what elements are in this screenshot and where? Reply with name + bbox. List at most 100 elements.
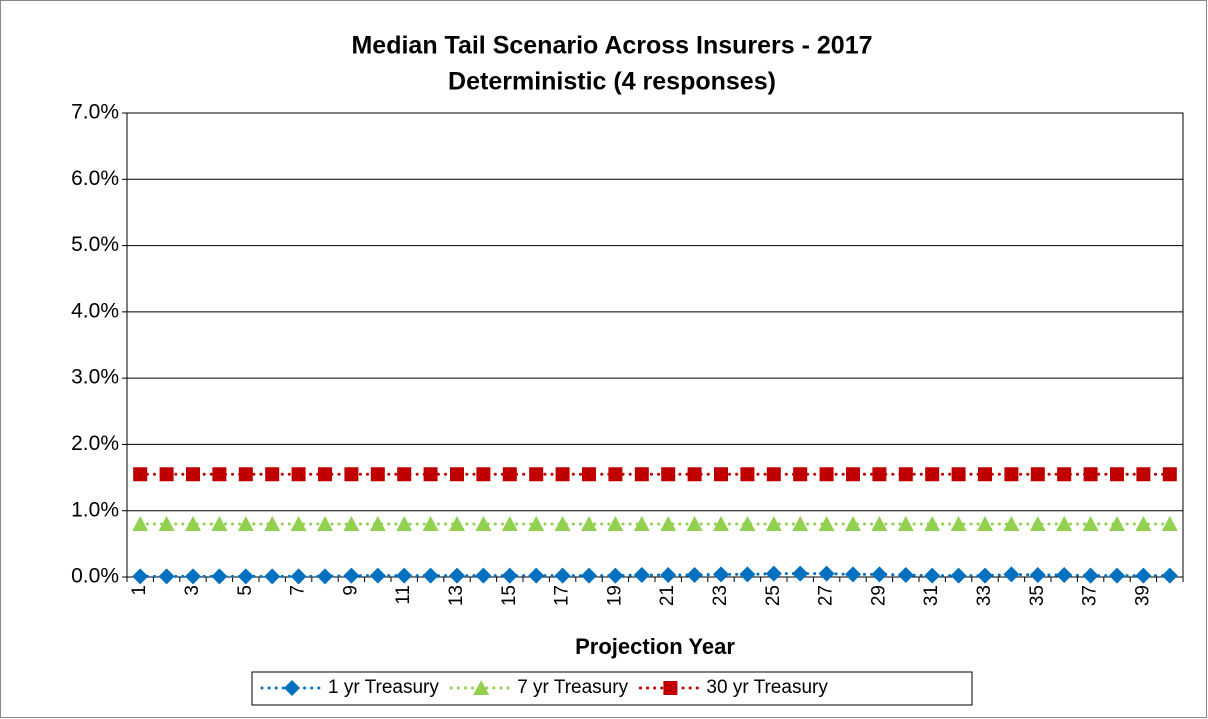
- data-point: [950, 515, 967, 531]
- data-point: [290, 515, 307, 531]
- data-point: [978, 467, 992, 482]
- x-tick-label: 1: [129, 585, 150, 596]
- data-point: [1161, 515, 1178, 531]
- legend-label: 30 yr Treasury: [706, 677, 828, 698]
- data-point: [211, 515, 228, 531]
- data-point: [1135, 567, 1152, 584]
- x-tick-label: 17: [552, 585, 573, 606]
- data-point: [740, 467, 755, 482]
- data-point: [792, 515, 809, 531]
- data-point: [1056, 515, 1073, 531]
- data-point: [1083, 467, 1098, 482]
- y-tick-label: 4.0%: [71, 299, 119, 322]
- data-point: [819, 467, 834, 482]
- y-tick-label: 2.0%: [71, 432, 119, 455]
- data-point: [607, 567, 624, 584]
- data-point: [1136, 467, 1151, 482]
- data-point: [977, 515, 993, 531]
- data-point: [237, 568, 254, 585]
- data-point: [212, 467, 227, 482]
- data-point: [607, 515, 624, 531]
- data-point: [924, 515, 941, 531]
- data-point: [158, 568, 175, 585]
- data-point: [475, 515, 492, 531]
- data-point: [396, 515, 413, 531]
- data-point: [450, 467, 464, 482]
- data-point: [555, 467, 570, 482]
- legend-label: 1 yr Treasury: [328, 677, 439, 698]
- data-point: [369, 567, 386, 584]
- data-point: [872, 467, 887, 482]
- data-point: [660, 567, 677, 584]
- data-point: [581, 567, 597, 584]
- chart-title: Median Tail Scenario Across Insurers - 2…: [351, 32, 872, 60]
- data-point: [132, 515, 149, 531]
- data-point: [290, 568, 307, 585]
- data-point: [343, 567, 360, 584]
- x-tick-label: 39: [1132, 585, 1153, 606]
- x-tick-label: 37: [1080, 585, 1101, 606]
- data-point: [1082, 567, 1099, 584]
- legend-marker: [473, 680, 490, 695]
- x-axis-label: Projection Year: [575, 634, 735, 659]
- data-point: [634, 467, 649, 482]
- chart-subtitle: Deterministic (4 responses): [448, 68, 776, 96]
- data-point: [397, 467, 412, 482]
- data-point: [422, 515, 439, 531]
- data-point: [1056, 567, 1073, 584]
- data-point: [871, 566, 888, 583]
- data-point: [897, 515, 914, 531]
- data-point: [529, 467, 544, 482]
- data-point: [238, 467, 253, 482]
- data-point: [264, 568, 281, 585]
- data-point: [476, 467, 491, 482]
- data-point: [765, 515, 782, 531]
- data-point: [660, 515, 677, 531]
- data-point: [687, 467, 702, 482]
- data-point: [501, 515, 518, 531]
- data-point: [845, 566, 861, 583]
- data-point: [1004, 467, 1019, 482]
- data-point: [422, 567, 439, 584]
- data-point: [554, 515, 571, 531]
- legend-label: 7 yr Treasury: [517, 677, 628, 698]
- data-point: [818, 565, 835, 582]
- x-tick-label: 25: [763, 585, 784, 606]
- data-point: [713, 566, 729, 583]
- data-point: [528, 515, 545, 531]
- y-tick-label: 3.0%: [71, 366, 119, 389]
- data-point: [369, 515, 386, 531]
- data-point: [265, 467, 280, 482]
- data-point: [1162, 467, 1177, 482]
- data-point: [766, 467, 781, 482]
- data-point: [185, 515, 201, 531]
- data-point: [898, 467, 913, 482]
- x-tick-label: 19: [604, 585, 625, 606]
- data-point: [977, 567, 993, 584]
- data-point: [554, 567, 571, 584]
- data-point: [950, 567, 967, 584]
- data-point: [818, 515, 835, 531]
- data-point: [449, 515, 465, 531]
- data-point: [714, 467, 728, 482]
- x-tick-label: 3: [182, 585, 203, 596]
- data-point: [501, 567, 518, 584]
- data-point: [396, 567, 413, 584]
- data-point: [318, 467, 332, 482]
- data-point: [528, 567, 545, 584]
- data-point: [186, 467, 200, 482]
- y-tick-label: 6.0%: [71, 167, 119, 190]
- data-point: [739, 566, 756, 583]
- x-tick-label: 35: [1027, 585, 1048, 606]
- data-point: [185, 568, 201, 585]
- data-point: [924, 567, 941, 584]
- data-point: [845, 515, 861, 531]
- data-point: [133, 467, 148, 482]
- data-point: [237, 515, 254, 531]
- series-line: [138, 572, 1172, 578]
- y-tick-label: 7.0%: [71, 101, 119, 124]
- x-tick-label: 7: [288, 585, 309, 596]
- data-point: [925, 467, 940, 482]
- legend-box: [251, 671, 973, 706]
